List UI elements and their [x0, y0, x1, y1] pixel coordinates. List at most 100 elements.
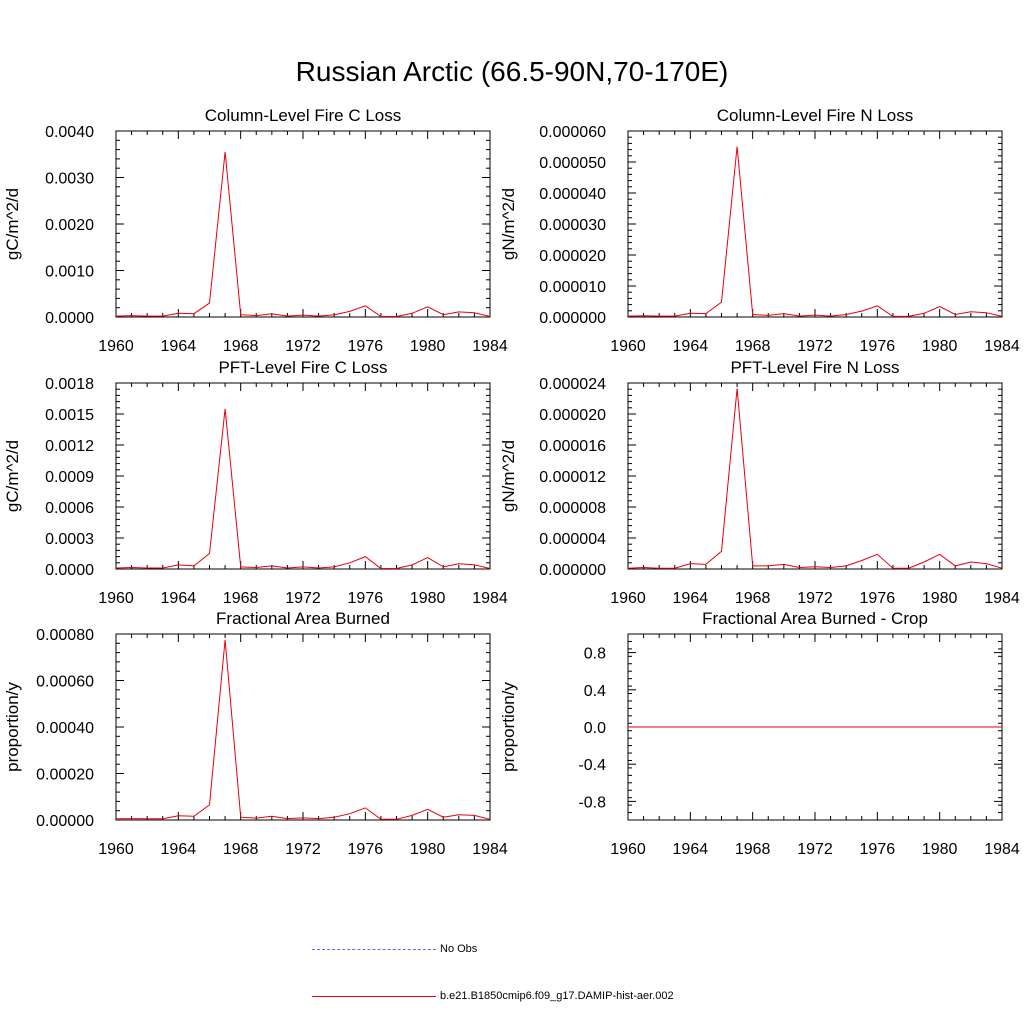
x-tick-label: 1984: [984, 338, 1020, 355]
series-line: [627, 388, 1003, 569]
series-line: [115, 408, 491, 569]
model-legend-line: [312, 996, 436, 997]
y-tick-label: 0.00040: [36, 720, 94, 737]
x-tick-label: 1972: [285, 338, 321, 355]
x-tick-label: 1984: [984, 590, 1020, 607]
series-line: [115, 151, 491, 317]
x-tick-label: 1984: [472, 590, 508, 607]
x-tick-label: 1964: [673, 590, 709, 607]
plot-frame: [627, 130, 1003, 318]
plot-frame: [115, 633, 491, 821]
x-tick-label: 1980: [410, 841, 446, 858]
x-tick-label: 1960: [98, 841, 134, 858]
plot-frame: [627, 382, 1003, 570]
y-tick-label: 0.00080: [36, 627, 94, 644]
chart-title: Column-Level Fire N Loss: [717, 106, 914, 125]
chart-title: PFT-Level Fire C Loss: [218, 358, 387, 377]
chart-panel-1: 1960 1964 1968 1972 1976 1980 1984 0.0000 0.0010…: [3, 106, 508, 355]
chart-panel-4: 1960 1964 1968 1972 1976 1980 1984 0.000000 0.00…: [499, 358, 1020, 607]
model-legend-label: b.e21.B1850cmip6.f09_g17.DAMIP-hist-aer.…: [440, 990, 674, 1002]
y-tick-label: 0.000030: [539, 217, 606, 234]
y-tick-label: 0.000004: [539, 531, 606, 548]
y-tick-label: 0.000010: [539, 279, 606, 296]
y-tick-label: 0.0012: [45, 438, 94, 455]
x-tick-label: 1968: [223, 841, 259, 858]
y-tick-label: 0.000024: [539, 376, 606, 393]
y-tick-label: 0.000000: [539, 562, 606, 579]
x-tick-label: 1972: [797, 590, 833, 607]
x-tick-label: 1972: [285, 590, 321, 607]
x-tick-label: 1980: [922, 338, 958, 355]
obs-legend-line: [312, 949, 436, 950]
chart-panel-6: 1960 1964 1968 1972 1976 1980 1984 -0.8 -0.4 0.0 0…: [499, 609, 1020, 858]
y-axis-label: gN/m^2/d: [499, 188, 518, 260]
chart-title: Column-Level Fire C Loss: [205, 106, 402, 125]
y-tick-label: 0.000000: [539, 310, 606, 327]
y-axis-label: gN/m^2/d: [499, 440, 518, 512]
x-tick-label: 1980: [410, 338, 446, 355]
y-tick-label: 0.0: [584, 720, 606, 737]
y-tick-label: 0.000020: [539, 407, 606, 424]
y-tick-label: 0.0000: [45, 310, 94, 327]
chart-title: PFT-Level Fire N Loss: [730, 358, 899, 377]
y-tick-label: 0.00020: [36, 767, 94, 784]
x-tick-label: 1960: [98, 590, 134, 607]
y-tick-label: 0.000012: [539, 469, 606, 486]
x-tick-label: 1964: [161, 841, 197, 858]
x-tick-label: 1976: [348, 338, 384, 355]
x-tick-label: 1960: [610, 590, 646, 607]
y-tick-label: -0.8: [578, 794, 606, 811]
x-tick-label: 1968: [735, 338, 771, 355]
series-line: [627, 146, 1003, 317]
x-tick-label: 1972: [797, 338, 833, 355]
x-tick-label: 1984: [472, 338, 508, 355]
y-axis-label: proportion/y: [499, 682, 518, 772]
y-axis-label: proportion/y: [3, 682, 22, 772]
plot-frame: [115, 130, 491, 318]
y-tick-label: 0.0015: [45, 407, 94, 424]
x-tick-label: 1980: [922, 841, 958, 858]
x-tick-label: 1964: [673, 841, 709, 858]
y-tick-label: 0.0009: [45, 469, 94, 486]
x-tick-label: 1984: [984, 841, 1020, 858]
plot-frame: [115, 382, 491, 570]
y-tick-label: 0.000060: [539, 124, 606, 141]
x-tick-label: 1976: [348, 841, 384, 858]
x-tick-label: 1960: [98, 338, 134, 355]
y-tick-label: 0.0020: [45, 217, 94, 234]
x-tick-label: 1968: [223, 338, 259, 355]
x-tick-label: 1976: [860, 590, 896, 607]
chart-panel-5: 1960 1964 1968 1972 1976 1980 1984 0.00000 0.000…: [3, 609, 508, 858]
x-tick-label: 1968: [735, 841, 771, 858]
y-tick-label: 0.00000: [36, 813, 94, 830]
y-tick-label: 0.0003: [45, 531, 94, 548]
y-tick-label: 0.0000: [45, 562, 94, 579]
chart-title: Fractional Area Burned - Crop: [702, 609, 928, 628]
page-title: Russian Arctic (66.5-90N,70-170E): [295, 56, 729, 87]
y-tick-label: 0.000050: [539, 155, 606, 172]
chart-panel-3: 1960 1964 1968 1972 1976 1980 1984 0.0000 0.0003…: [3, 358, 508, 607]
y-tick-label: 0.000020: [539, 248, 606, 265]
y-tick-label: 0.0040: [45, 124, 94, 141]
series-line: [115, 639, 491, 820]
y-tick-label: 0.8: [584, 646, 606, 663]
y-tick-label: 0.0030: [45, 171, 94, 188]
x-tick-label: 1964: [161, 338, 197, 355]
x-tick-label: 1964: [161, 590, 197, 607]
x-tick-label: 1984: [472, 841, 508, 858]
y-tick-label: 0.00060: [36, 674, 94, 691]
y-axis-label: gC/m^2/d: [3, 188, 22, 260]
y-tick-label: 0.0006: [45, 500, 94, 517]
x-tick-label: 1972: [797, 841, 833, 858]
chart-panel-2: 1960 1964 1968 1972 1976 1980 1984 0.000000 0.00…: [499, 106, 1020, 355]
x-tick-label: 1968: [223, 590, 259, 607]
chart-title: Fractional Area Burned: [216, 609, 390, 628]
x-tick-label: 1968: [735, 590, 771, 607]
x-tick-label: 1976: [860, 841, 896, 858]
y-tick-label: 0.4: [584, 683, 606, 700]
y-axis-label: gC/m^2/d: [3, 440, 22, 512]
obs-legend-label: No Obs: [440, 943, 478, 955]
x-tick-label: 1972: [285, 841, 321, 858]
x-tick-label: 1976: [860, 338, 896, 355]
